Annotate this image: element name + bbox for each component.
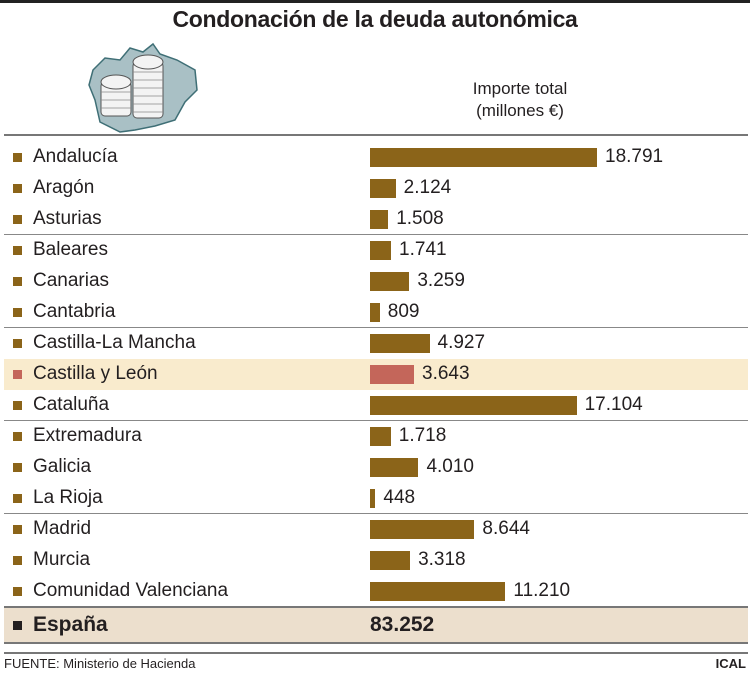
group-divider (4, 513, 748, 514)
bar (370, 551, 411, 570)
row-marker (13, 556, 22, 565)
value-label: 8.644 (482, 518, 530, 539)
bar (370, 427, 391, 446)
bar-row: Andalucía 18.791 (4, 142, 748, 173)
source-note: FUENTE: Ministerio de Hacienda (4, 656, 196, 671)
value-label: 4.010 (426, 456, 474, 477)
header-rule (4, 134, 748, 136)
row-marker (13, 184, 22, 193)
category-label: Canarias (33, 270, 110, 291)
row-marker (13, 525, 22, 534)
category-label: Madrid (33, 518, 92, 539)
bar (370, 582, 506, 601)
category-label: Aragón (33, 177, 95, 198)
bar (370, 272, 410, 291)
group-divider (4, 420, 748, 421)
bar-row: Galicia 4.010 (4, 452, 748, 483)
row-marker (13, 153, 22, 162)
row-marker (13, 432, 22, 441)
value-label: 18.791 (605, 146, 664, 167)
bar-row: Cantabria 809 (4, 297, 748, 328)
bar-row: Castilla y León 3.643 (4, 359, 748, 390)
category-label: Castilla-La Mancha (33, 332, 196, 353)
top-rule (0, 0, 750, 3)
bar-row: Comunidad Valenciana 11.210 (4, 576, 748, 607)
value-label: 3.643 (422, 363, 470, 384)
bar-row: Asturias 1.508 (4, 204, 748, 235)
category-label: Galicia (33, 456, 92, 477)
total-divider (4, 606, 748, 608)
total-value: 83.252 (370, 613, 435, 636)
row-marker (13, 463, 22, 472)
bar-row: Madrid 8.644 (4, 514, 748, 545)
total-bottom-rule (4, 642, 748, 644)
category-label: Murcia (33, 549, 91, 570)
bar (370, 303, 380, 322)
value-label: 809 (387, 301, 420, 322)
unit-line-1: Importe total (472, 79, 568, 98)
value-label: 4.927 (437, 332, 486, 353)
footer-rule (4, 652, 748, 654)
unit-label: Importe total (millones €) (440, 78, 600, 122)
row-marker (13, 308, 22, 317)
value-label: 17.104 (584, 394, 643, 415)
bar-row: Extremadura 1.718 (4, 421, 748, 452)
credit: ICAL (715, 656, 746, 671)
category-label: Extremadura (33, 425, 142, 446)
group-divider (4, 327, 748, 328)
value-label: 1.741 (399, 239, 447, 260)
value-label: 3.318 (418, 549, 466, 570)
bar-row: Murcia 3.318 (4, 545, 748, 576)
category-label: Andalucía (33, 146, 118, 167)
bar (370, 334, 430, 353)
category-label: Castilla y León (33, 363, 158, 384)
chart-title: Condonación de la deuda autonómica (172, 6, 578, 32)
bar (370, 179, 396, 198)
category-label: Comunidad Valenciana (33, 580, 229, 601)
bar (370, 458, 419, 477)
row-marker (13, 339, 22, 348)
unit-line-2: (millones €) (476, 101, 564, 120)
bar-row: Canarias 3.259 (4, 266, 748, 297)
category-label: Baleares (33, 239, 108, 260)
bar (370, 210, 389, 229)
bar (370, 148, 597, 167)
row-marker (13, 246, 22, 255)
bar (370, 489, 376, 508)
total-label: España (33, 613, 108, 636)
category-label: Asturias (33, 208, 102, 229)
category-label: Cantabria (33, 301, 116, 322)
map-coins-icon (88, 42, 198, 133)
row-marker (13, 401, 22, 410)
value-label: 1.718 (398, 425, 447, 446)
bar (370, 396, 577, 415)
value-label: 3.259 (417, 270, 465, 291)
bar (370, 241, 392, 260)
row-marker (13, 277, 22, 286)
value-label: 11.210 (513, 580, 571, 601)
row-marker (13, 494, 22, 503)
bar (370, 365, 414, 384)
value-label: 1.508 (396, 208, 444, 229)
total-row: España 83.252 (4, 608, 748, 642)
bar-row: Castilla-La Mancha 4.927 (4, 328, 748, 359)
category-label: Cataluña (33, 394, 110, 415)
group-divider (4, 234, 748, 235)
bar-row: Cataluña 17.104 (4, 390, 748, 421)
value-label: 448 (383, 487, 416, 508)
bar-row: La Rioja 448 (4, 483, 748, 514)
row-marker (13, 587, 22, 596)
value-label: 2.124 (403, 177, 452, 198)
row-marker (13, 621, 22, 630)
row-marker (13, 215, 22, 224)
bar (370, 520, 475, 539)
row-marker (13, 370, 22, 379)
bar-row: Baleares 1.741 (4, 235, 748, 266)
category-label: La Rioja (33, 487, 103, 508)
bar-row: Aragón 2.124 (4, 173, 748, 204)
